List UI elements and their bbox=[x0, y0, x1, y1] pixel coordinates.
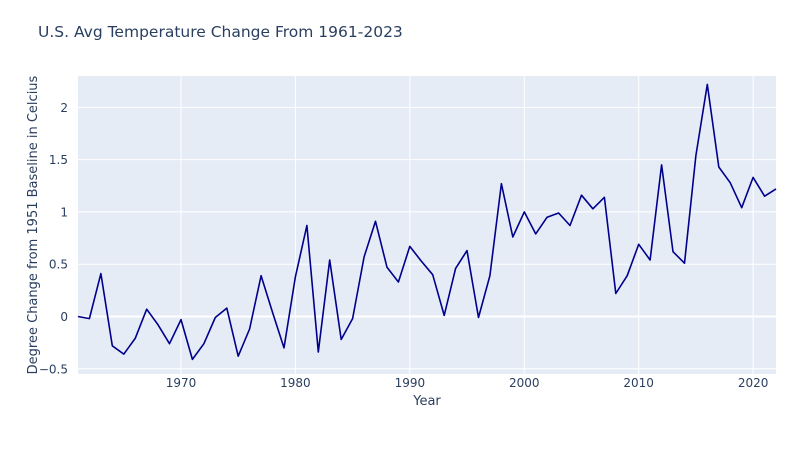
y-axis-label: Degree Change from 1951 Baseline in Celc… bbox=[26, 75, 41, 374]
series-layer bbox=[75, 81, 779, 362]
data-point[interactable] bbox=[167, 341, 173, 347]
data-point[interactable] bbox=[464, 248, 470, 254]
data-point[interactable] bbox=[750, 174, 756, 180]
data-point[interactable] bbox=[636, 241, 642, 247]
data-point[interactable] bbox=[727, 180, 733, 186]
data-point[interactable] bbox=[201, 341, 207, 347]
data-point[interactable] bbox=[556, 210, 562, 216]
data-point[interactable] bbox=[189, 356, 195, 362]
series-line bbox=[77, 83, 777, 361]
data-point[interactable] bbox=[247, 326, 253, 332]
x-tick-label: 2020 bbox=[738, 376, 769, 390]
x-tick-label: 2000 bbox=[509, 376, 540, 390]
y-tick-labels: −0.5 0 0.5 1 1.5 2 bbox=[39, 101, 68, 376]
data-point[interactable] bbox=[521, 209, 527, 215]
data-point[interactable] bbox=[109, 343, 115, 349]
data-point[interactable] bbox=[258, 273, 264, 279]
data-point[interactable] bbox=[132, 335, 138, 341]
x-axis-label: Year bbox=[412, 394, 441, 409]
data-point[interactable] bbox=[418, 258, 424, 264]
data-point[interactable] bbox=[601, 194, 607, 200]
data-point[interactable] bbox=[579, 192, 585, 198]
data-point[interactable] bbox=[762, 193, 768, 199]
y-gridlines bbox=[78, 106, 776, 370]
data-point[interactable] bbox=[704, 81, 710, 87]
data-point[interactable] bbox=[739, 205, 745, 211]
data-point[interactable] bbox=[338, 337, 344, 343]
data-point[interactable] bbox=[144, 306, 150, 312]
data-point[interactable] bbox=[624, 273, 630, 279]
data-point[interactable] bbox=[395, 279, 401, 285]
data-point[interactable] bbox=[361, 254, 367, 260]
x-tick-labels: 1970 1980 1990 2000 2010 2020 bbox=[166, 376, 769, 390]
data-point[interactable] bbox=[773, 186, 779, 192]
data-point[interactable] bbox=[716, 164, 722, 170]
data-point[interactable] bbox=[533, 231, 539, 237]
data-point[interactable] bbox=[659, 162, 665, 168]
data-point[interactable] bbox=[235, 353, 241, 359]
y-tick-label: −0.5 bbox=[39, 362, 68, 376]
y-tick-label: 0 bbox=[60, 310, 68, 324]
data-point[interactable] bbox=[350, 316, 356, 322]
x-gridlines bbox=[180, 76, 754, 374]
data-point[interactable] bbox=[487, 273, 493, 279]
x-tick-label: 1970 bbox=[166, 376, 197, 390]
data-point[interactable] bbox=[544, 214, 550, 220]
data-point[interactable] bbox=[407, 243, 413, 249]
data-point[interactable] bbox=[121, 351, 127, 357]
data-point[interactable] bbox=[75, 314, 81, 320]
data-point[interactable] bbox=[327, 257, 333, 263]
data-point[interactable] bbox=[292, 274, 298, 280]
data-point[interactable] bbox=[647, 257, 653, 263]
plot-area bbox=[78, 76, 776, 374]
data-point[interactable] bbox=[270, 309, 276, 315]
data-point[interactable] bbox=[510, 234, 516, 240]
data-point[interactable] bbox=[373, 218, 379, 224]
data-point[interactable] bbox=[498, 181, 504, 187]
data-point[interactable] bbox=[567, 223, 573, 229]
data-point[interactable] bbox=[155, 322, 161, 328]
data-point[interactable] bbox=[682, 260, 688, 266]
data-point[interactable] bbox=[304, 223, 310, 229]
y-tick-label: 0.5 bbox=[49, 258, 68, 272]
x-tick-label: 1990 bbox=[395, 376, 426, 390]
data-point[interactable] bbox=[693, 153, 699, 159]
data-point[interactable] bbox=[670, 249, 676, 255]
data-point[interactable] bbox=[212, 315, 218, 321]
data-point[interactable] bbox=[315, 349, 321, 355]
x-tick-label: 1980 bbox=[280, 376, 311, 390]
data-point[interactable] bbox=[281, 345, 287, 351]
data-point[interactable] bbox=[430, 272, 436, 278]
data-point[interactable] bbox=[384, 264, 390, 270]
data-point[interactable] bbox=[476, 315, 482, 321]
data-point[interactable] bbox=[441, 312, 447, 318]
data-point[interactable] bbox=[98, 271, 104, 277]
y-tick-label: 1.5 bbox=[49, 153, 68, 167]
data-point[interactable] bbox=[453, 265, 459, 271]
data-point[interactable] bbox=[86, 316, 92, 322]
y-tick-label: 2 bbox=[60, 101, 68, 115]
y-tick-label: 1 bbox=[60, 205, 68, 219]
data-point[interactable] bbox=[613, 291, 619, 297]
data-point[interactable] bbox=[224, 305, 230, 311]
data-point[interactable] bbox=[590, 206, 596, 212]
chart-title: U.S. Avg Temperature Change From 1961-20… bbox=[38, 23, 403, 41]
x-tick-label: 2010 bbox=[623, 376, 654, 390]
data-point[interactable] bbox=[178, 317, 184, 323]
